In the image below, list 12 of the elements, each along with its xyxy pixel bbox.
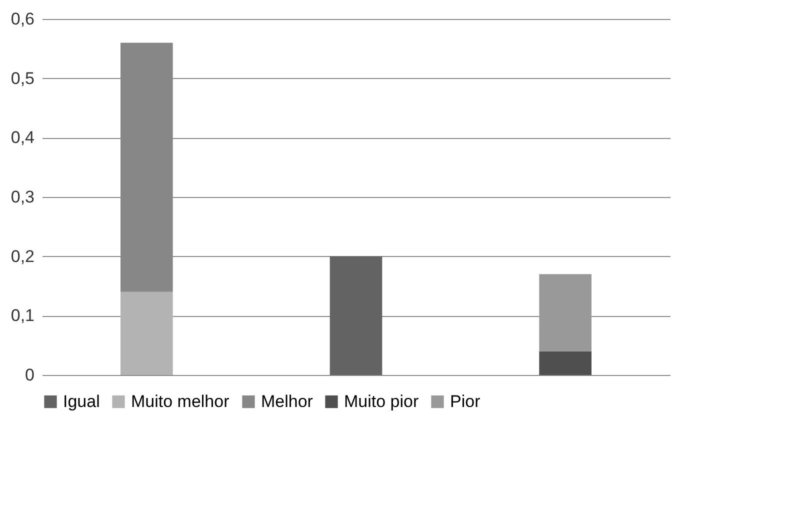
y-tick-label: 0 bbox=[25, 366, 34, 384]
y-tick-label: 0,2 bbox=[10, 246, 34, 266]
legend-label: Igual bbox=[63, 392, 100, 411]
legend-label: Muito pior bbox=[344, 392, 419, 411]
y-tick-label: 0,3 bbox=[10, 188, 34, 206]
y-tick-label: 0,1 bbox=[10, 306, 34, 326]
y-tick-label: 0,4 bbox=[10, 128, 34, 148]
legend-label: Pior bbox=[450, 392, 481, 411]
legend-label: Melhor bbox=[261, 392, 314, 411]
y-tick-label: 0,6 bbox=[10, 10, 34, 28]
y-tick-label: 0,5 bbox=[10, 68, 34, 88]
legend-label: Muito melhor bbox=[131, 392, 230, 411]
